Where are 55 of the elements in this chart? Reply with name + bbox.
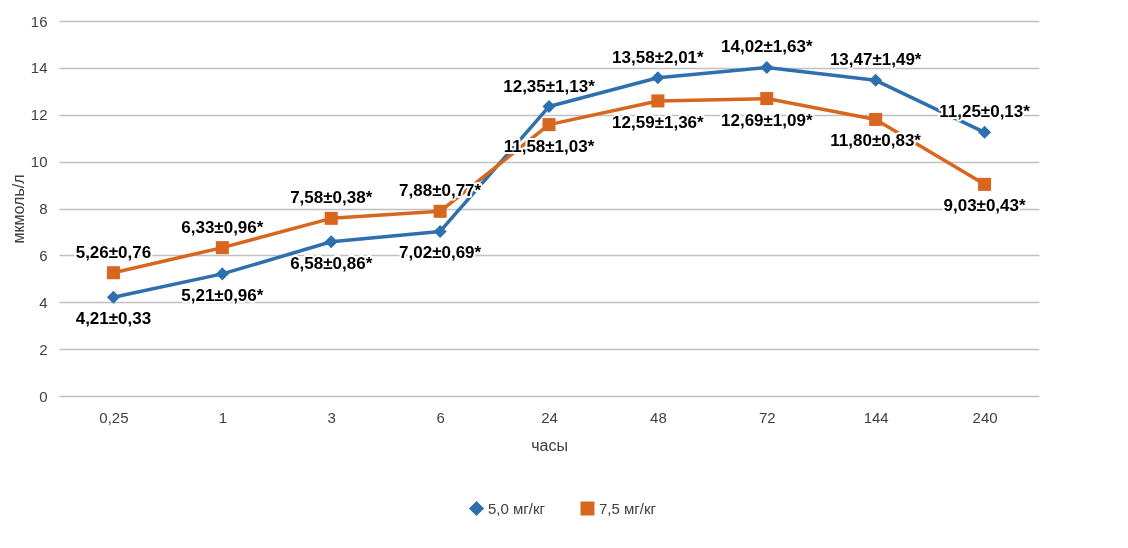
y-tick-label: 0 bbox=[39, 387, 48, 405]
point bbox=[324, 211, 338, 225]
data-label: 12,35±1,13* bbox=[503, 76, 596, 96]
data-label: 13,58±2,01* bbox=[612, 47, 705, 67]
x-tick-label: 3 bbox=[327, 408, 336, 426]
point bbox=[106, 266, 120, 280]
data-label: 13,47±1,49* bbox=[829, 50, 922, 70]
point bbox=[760, 92, 774, 106]
point bbox=[651, 71, 665, 85]
y-tick-label: 12 bbox=[30, 106, 48, 124]
data-label: 7,58±0,38* bbox=[290, 188, 373, 208]
data-label: 9,03±0,43* bbox=[943, 196, 1026, 216]
point bbox=[215, 241, 229, 255]
point bbox=[215, 267, 229, 281]
point bbox=[869, 73, 883, 87]
point bbox=[324, 235, 338, 249]
point bbox=[978, 177, 992, 191]
point bbox=[433, 204, 447, 218]
data-label: 14,02±1,63* bbox=[720, 37, 813, 57]
point bbox=[760, 60, 774, 74]
x-tick-label: 1 bbox=[218, 408, 228, 426]
data-label: 7,02±0,69* bbox=[399, 243, 482, 263]
y-tick-label: 2 bbox=[39, 340, 48, 358]
y-axis-title: мкмоль/л bbox=[9, 174, 27, 244]
x-tick-label: 144 bbox=[863, 408, 889, 426]
x-tick-label: 6 bbox=[436, 408, 445, 426]
x-tick-label: 72 bbox=[758, 408, 776, 426]
y-tick-label: 14 bbox=[30, 59, 48, 77]
data-label: 12,69±1,09* bbox=[720, 110, 813, 130]
data-label: 5,21±0,96* bbox=[181, 285, 264, 305]
data-label: 12,59±1,36* bbox=[612, 112, 705, 132]
point bbox=[978, 125, 992, 139]
y-tick-label: 4 bbox=[39, 293, 48, 311]
point bbox=[542, 118, 556, 132]
legend-label: 5,0 мг/кг bbox=[488, 499, 546, 517]
x-tick-label: 240 bbox=[972, 408, 998, 426]
data-label: 6,33±0,96* bbox=[181, 217, 264, 237]
point bbox=[542, 100, 556, 114]
point bbox=[433, 224, 447, 238]
y-tick-label: 16 bbox=[30, 12, 48, 30]
y-tick-label: 10 bbox=[30, 153, 48, 171]
y-tick-label: 8 bbox=[39, 200, 48, 217]
data-label: 11,25±0,13* bbox=[939, 102, 1031, 122]
x-tick-label: 48 bbox=[650, 408, 667, 426]
legend-label: 7,5 мг/кг bbox=[599, 499, 657, 517]
y-tick-label: 6 bbox=[39, 246, 48, 264]
x-tick-label: 0,25 bbox=[99, 408, 129, 426]
x-tick-label: 24 bbox=[541, 408, 558, 426]
point bbox=[651, 94, 665, 108]
x-axis-title: часы bbox=[531, 436, 568, 454]
data-label: 6,58±0,86* bbox=[290, 253, 373, 273]
data-label: 4,21±0,33 bbox=[75, 309, 152, 329]
point bbox=[869, 112, 883, 126]
point bbox=[106, 290, 120, 304]
data-label: 5,26±0,76 bbox=[75, 242, 152, 262]
